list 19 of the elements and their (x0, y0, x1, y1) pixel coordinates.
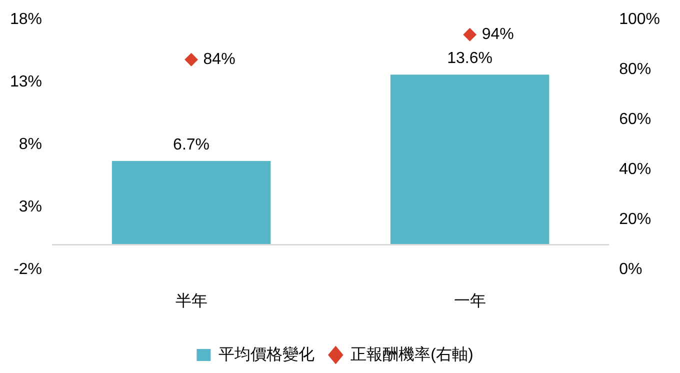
y2-tick-label: 80% (619, 61, 652, 78)
y-tick-label: -2% (14, 261, 42, 278)
data-label: 13.6% (447, 50, 492, 68)
y2-tick-label: 60% (619, 111, 652, 128)
y-tick-label: 18% (10, 11, 42, 28)
y2-tick-label: 100% (619, 11, 660, 28)
y2-tick-label: 0% (619, 261, 642, 278)
x-tick-label: 半年 (175, 292, 208, 310)
legend-label: 平均價格變化 (218, 345, 315, 364)
y2-tick-label: 40% (619, 161, 652, 178)
y-tick-label: 13% (10, 74, 42, 91)
x-tick-label: 一年 (454, 292, 486, 310)
y-tick-label: 3% (18, 198, 42, 216)
y-tick-label: 8% (18, 136, 42, 154)
data-label: 94% (482, 26, 514, 44)
data-label: 6.7% (173, 136, 210, 154)
legend-label: 正報酬機率(右軸) (350, 345, 474, 364)
data-label: 84% (203, 51, 236, 68)
y2-tick-label: 20% (619, 211, 652, 228)
